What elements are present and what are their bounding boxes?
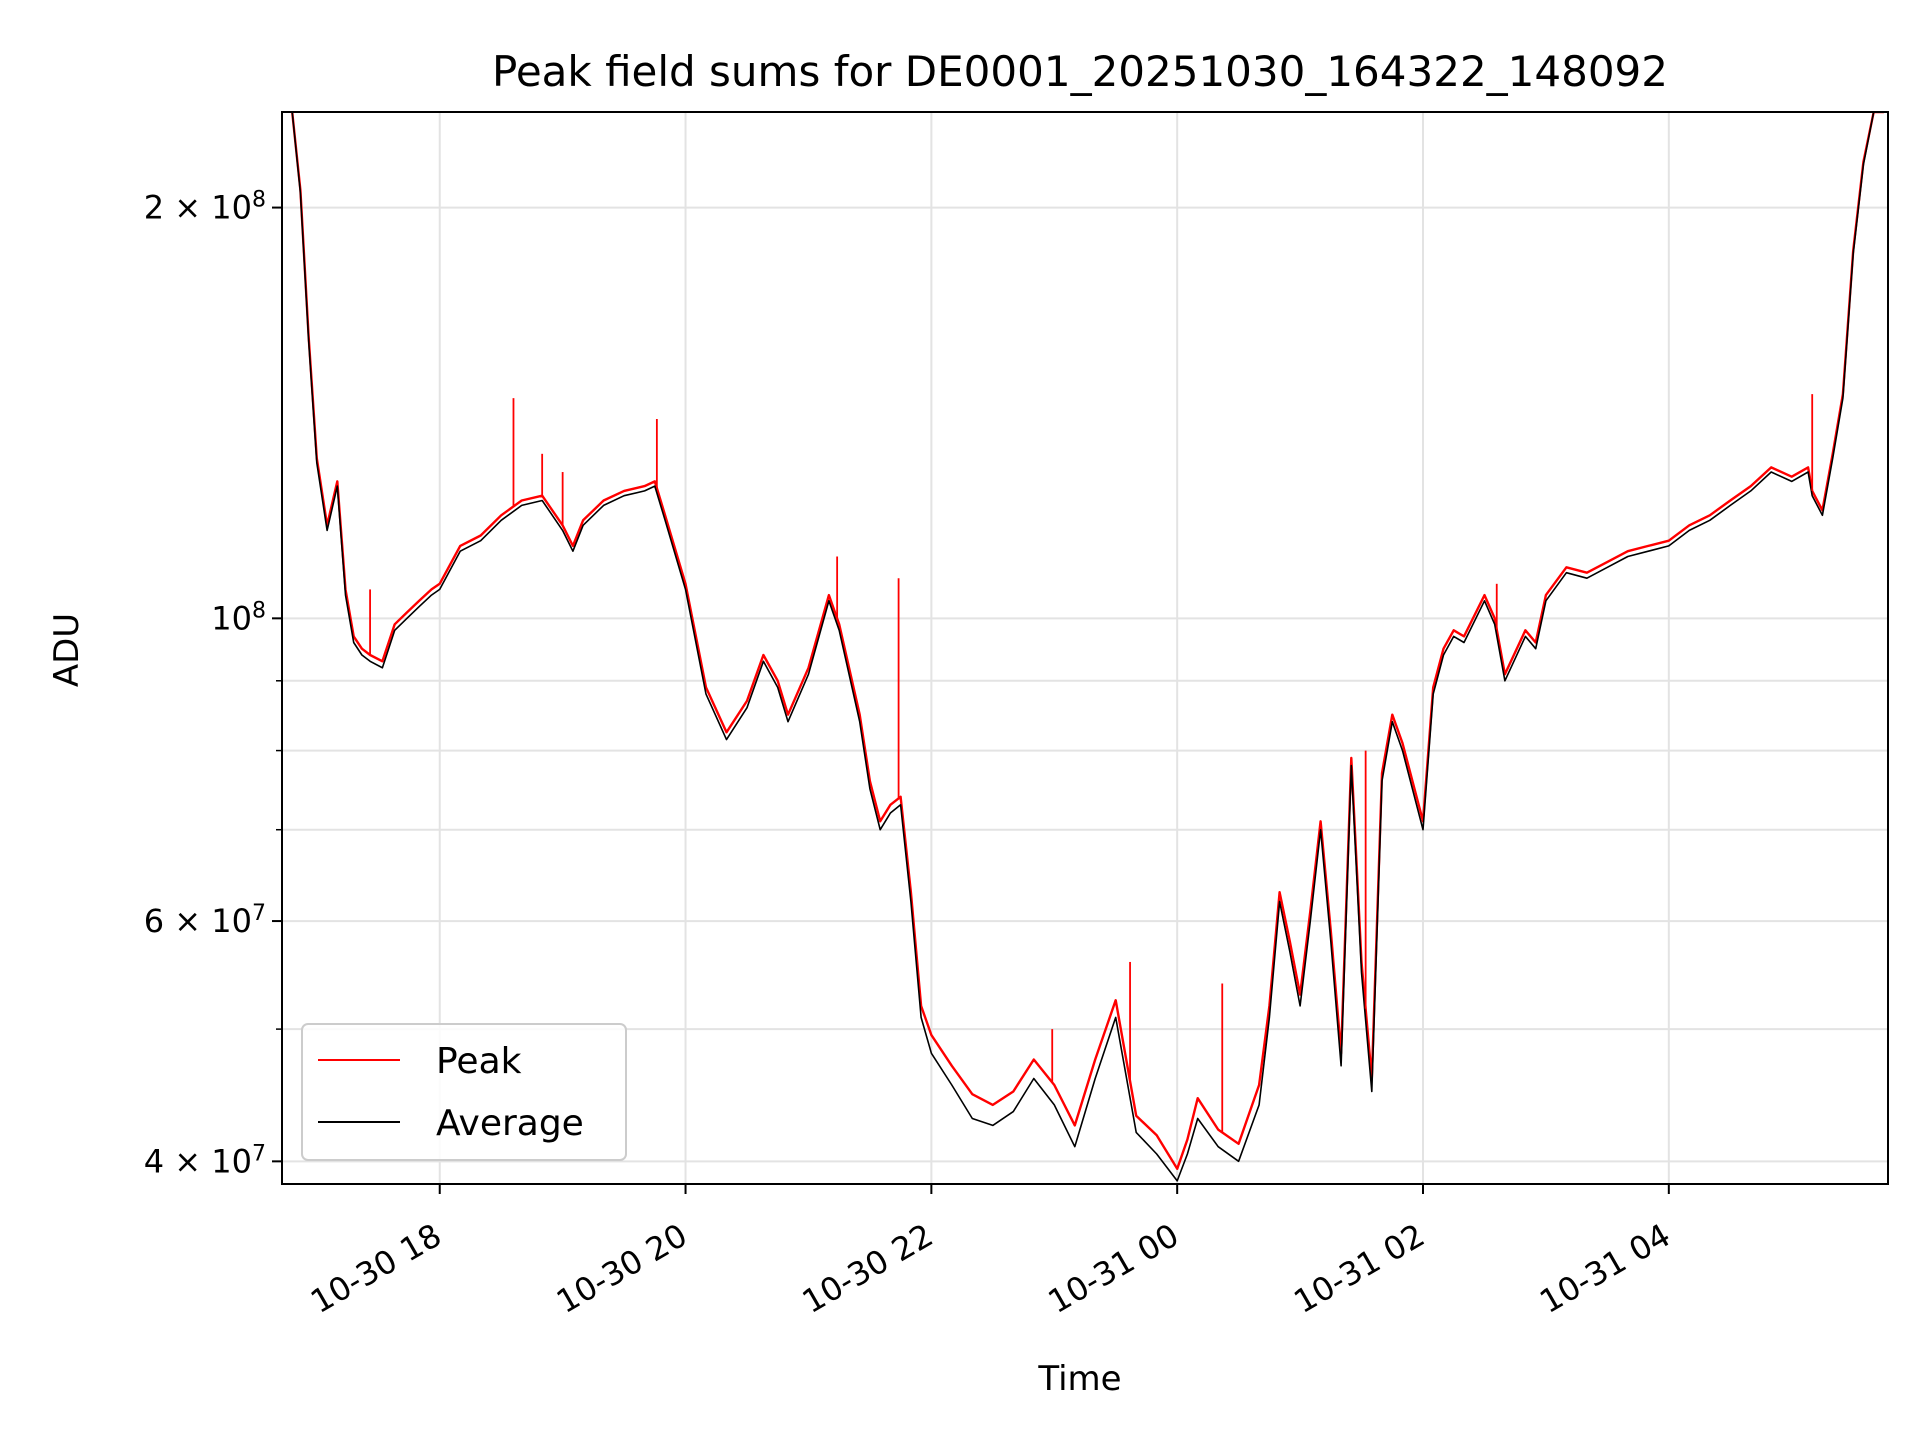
legend-label-average: Average xyxy=(436,1103,584,1144)
series-lines xyxy=(291,112,1884,1182)
series-line-peak xyxy=(291,112,1884,1170)
y-tick-label: 4 × 107 xyxy=(144,1141,266,1181)
legend-label-peak: Peak xyxy=(436,1041,522,1082)
y-tick-label: 2 × 108 xyxy=(144,187,266,227)
y-tick-label: 108 xyxy=(211,598,266,638)
grid xyxy=(282,112,1888,1184)
y-tick-label: 6 × 107 xyxy=(144,901,266,941)
chart-title: Peak field sums for DE0001_20251030_1643… xyxy=(492,47,1668,96)
x-axis-title: Time xyxy=(1037,1359,1121,1399)
legend: Peak Average xyxy=(301,1023,627,1161)
legend-box xyxy=(301,1023,627,1161)
y-axis-title: ADU xyxy=(47,613,87,687)
plot-frame xyxy=(281,111,1889,1185)
series-line-average xyxy=(291,112,1884,1182)
